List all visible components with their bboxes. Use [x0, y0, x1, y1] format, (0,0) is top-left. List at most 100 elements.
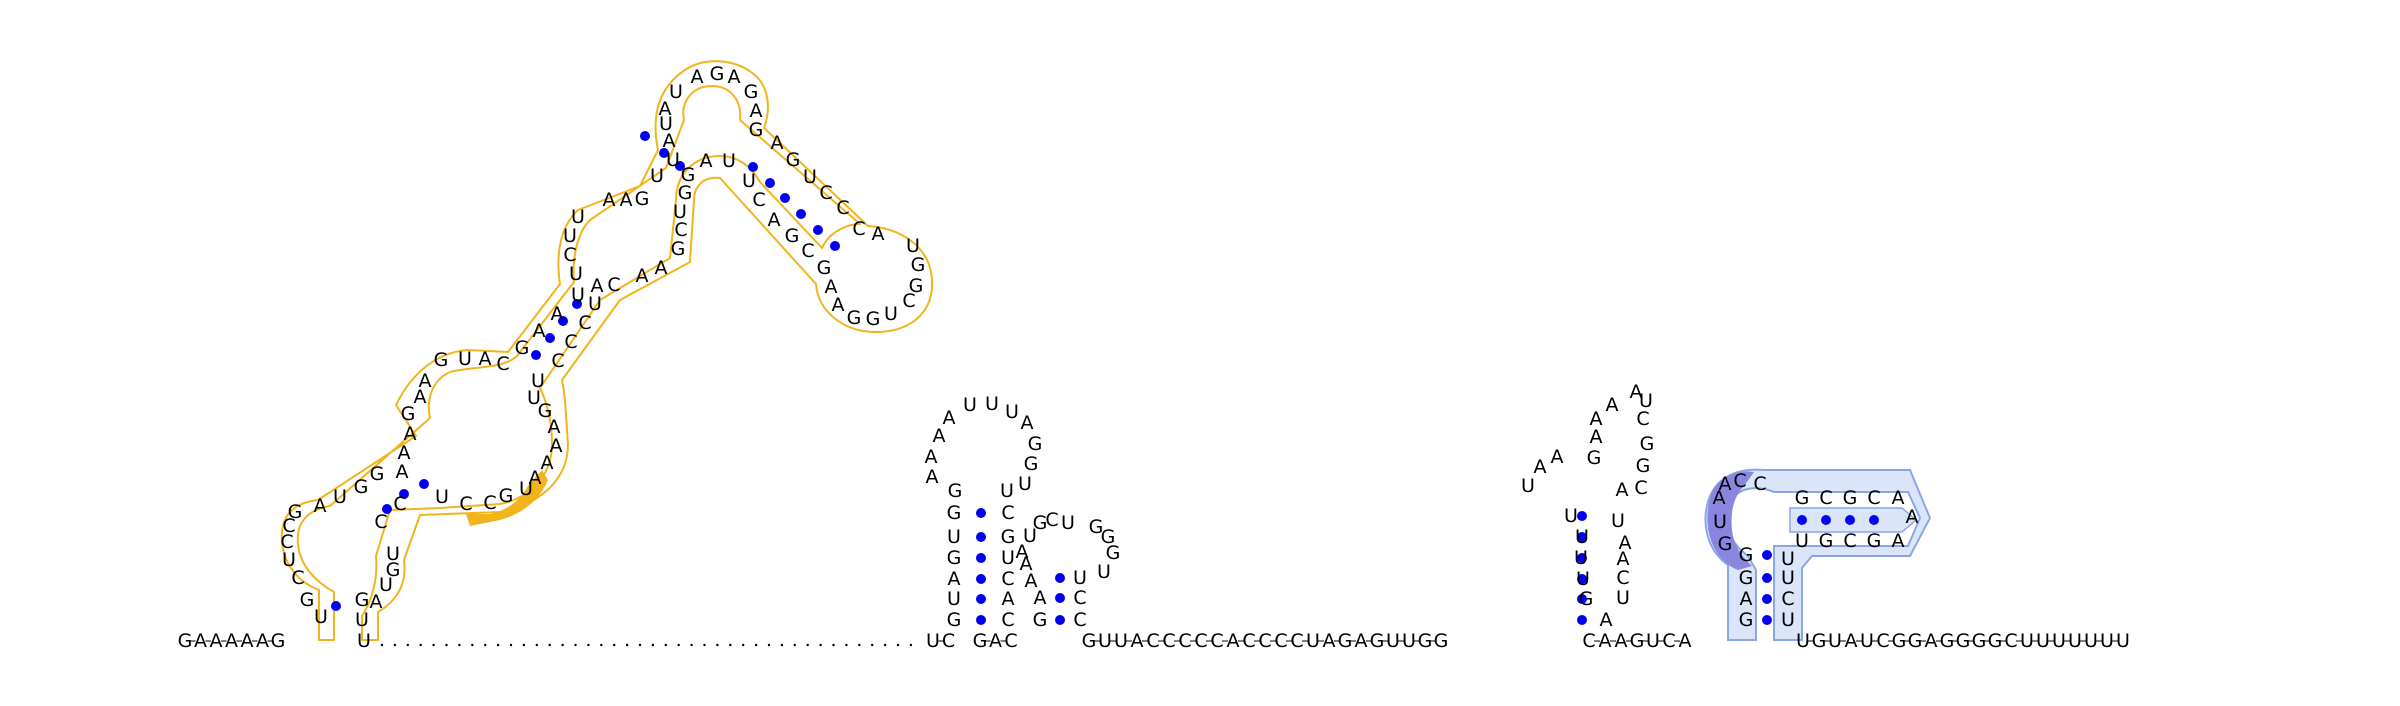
- structure-base: U: [722, 150, 736, 172]
- structure-base: U: [569, 263, 583, 285]
- backbone-base: G: [1812, 630, 1827, 652]
- structure-base: U: [527, 387, 541, 409]
- base-pair-dot: [419, 479, 429, 489]
- structure-base: U: [1521, 475, 1535, 497]
- structure-base: C: [564, 331, 577, 353]
- structure-base: C: [1001, 568, 1014, 590]
- structure-base: G: [911, 254, 926, 276]
- base-pair-dot: [1055, 593, 1065, 603]
- linker-dot: [793, 643, 796, 647]
- structure-base: C: [578, 312, 591, 334]
- structure-base: A: [825, 276, 838, 298]
- structure-base: A: [1590, 426, 1603, 448]
- backbone-base: A: [989, 630, 1002, 652]
- base-pair-dot: [765, 178, 775, 188]
- structure-base: U: [1575, 526, 1589, 548]
- base-pair-dot: [1577, 594, 1587, 604]
- base-pair-dot: [531, 350, 541, 360]
- structure-base: U: [1564, 505, 1578, 527]
- structure-base: A: [691, 66, 704, 88]
- base-pair-dot: [545, 333, 555, 343]
- linker-dot: [419, 643, 422, 647]
- backbone-base: C: [942, 630, 955, 652]
- structure-base: C: [1843, 530, 1856, 552]
- structure-base: U: [669, 81, 683, 103]
- backbone-base: G: [1940, 630, 1955, 652]
- structure-base: A: [419, 370, 432, 392]
- structure-base: A: [479, 348, 492, 370]
- structure-base: C: [1636, 408, 1649, 430]
- structure-base: C: [1867, 487, 1880, 509]
- linker-dot: [716, 643, 719, 647]
- linker-dot: [845, 643, 848, 647]
- backbone-base: U: [1860, 630, 1874, 652]
- structure-base: C: [607, 274, 620, 296]
- structure-base: U: [1574, 547, 1588, 569]
- structure-base: A: [1713, 487, 1726, 509]
- structure-base: G: [786, 149, 801, 171]
- structure-base: A: [1600, 609, 1613, 631]
- structure-base: A: [396, 461, 409, 483]
- structure-base: U: [1576, 568, 1590, 590]
- backbone-base: U: [357, 630, 371, 652]
- base-pair-dot: [780, 193, 790, 203]
- structure-base: C: [801, 240, 814, 262]
- backbone-base: A: [1227, 630, 1240, 652]
- structure-base: G: [386, 559, 401, 581]
- structure-base: C: [1733, 470, 1746, 492]
- backbone-base: A: [1355, 630, 1368, 652]
- structure-base: U: [563, 225, 577, 247]
- base-pair-dot: [382, 504, 392, 514]
- base-pair-dot: [1577, 615, 1587, 625]
- structure-base: A: [925, 446, 938, 468]
- structure-base: A: [872, 223, 885, 245]
- structure-base: G: [817, 257, 832, 279]
- structure-base: G: [947, 609, 962, 631]
- structure-base: A: [1590, 408, 1603, 430]
- structure-base: G: [499, 485, 514, 507]
- backbone-base: G: [1630, 630, 1645, 652]
- backbone-base: U: [2100, 630, 2114, 652]
- backbone-base: C: [1582, 630, 1595, 652]
- structure-base: G: [744, 81, 759, 103]
- backbone-base: U: [926, 630, 940, 652]
- backbone-base: U: [2084, 630, 2098, 652]
- linker-dot: [471, 643, 474, 647]
- structure-base: U: [1713, 511, 1727, 533]
- base-pair-dot: [976, 508, 986, 518]
- structure-base: U: [1018, 473, 1032, 495]
- linker-dot: [496, 643, 500, 647]
- structure-base: A: [926, 466, 939, 488]
- structure-base: C: [282, 515, 295, 537]
- backbone-base: C: [1004, 630, 1017, 652]
- structure-base: G: [1001, 526, 1016, 548]
- structure-base: A: [1025, 570, 1038, 592]
- structure-base: G: [354, 476, 369, 498]
- structure-base: G: [515, 337, 530, 359]
- base-pair-dot: [675, 161, 685, 171]
- base-pair-dot: [1577, 553, 1587, 563]
- linker-dot: [677, 643, 680, 647]
- structure-base: U: [803, 166, 817, 188]
- linker-dot: [406, 643, 409, 647]
- structure-base: A: [1034, 587, 1047, 609]
- backbone-base: C: [1876, 630, 1889, 652]
- backbone-base: G: [1972, 630, 1987, 652]
- linker-dot: [600, 643, 603, 647]
- structure-base: A: [1617, 548, 1630, 570]
- structure-base: A: [1021, 412, 1034, 434]
- backbone-base: A: [194, 630, 207, 652]
- structure-base: A: [771, 132, 784, 154]
- structure-base: G: [1739, 544, 1754, 566]
- structure-base: C: [819, 182, 832, 204]
- structure-base: U: [355, 609, 369, 631]
- structure-base: C: [1819, 487, 1832, 509]
- linker-dot: [664, 643, 667, 647]
- structure-base: G: [1739, 567, 1754, 589]
- structure-base: C: [1073, 587, 1086, 609]
- structure-base: C: [1001, 502, 1014, 524]
- linker-dot: [548, 643, 551, 647]
- structure-base: G: [1024, 453, 1039, 475]
- structure-base: A: [1616, 479, 1629, 501]
